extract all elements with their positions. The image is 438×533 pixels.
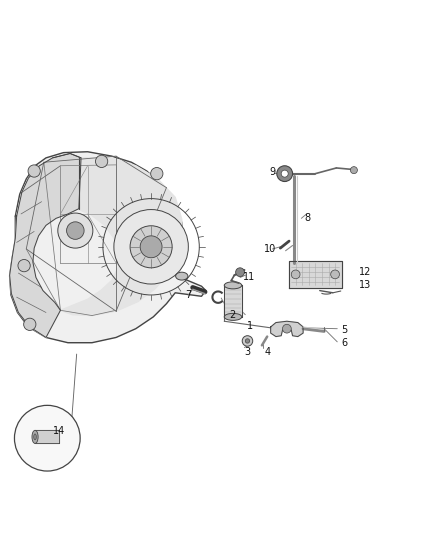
Text: 4: 4 bbox=[264, 347, 270, 357]
Polygon shape bbox=[60, 158, 182, 316]
Circle shape bbox=[236, 268, 244, 277]
Text: 2: 2 bbox=[229, 310, 235, 320]
Text: 13: 13 bbox=[359, 280, 371, 290]
Text: 7: 7 bbox=[185, 290, 191, 300]
Circle shape bbox=[130, 226, 172, 268]
Circle shape bbox=[281, 170, 288, 177]
Ellipse shape bbox=[32, 430, 38, 443]
Circle shape bbox=[245, 339, 250, 343]
Circle shape bbox=[151, 167, 163, 180]
Circle shape bbox=[277, 166, 293, 182]
Polygon shape bbox=[10, 154, 81, 337]
Circle shape bbox=[291, 270, 300, 279]
Ellipse shape bbox=[176, 272, 188, 280]
Polygon shape bbox=[289, 261, 342, 287]
Circle shape bbox=[14, 405, 80, 471]
Text: 11: 11 bbox=[243, 272, 255, 282]
Text: 10: 10 bbox=[264, 244, 276, 254]
Polygon shape bbox=[271, 321, 303, 336]
Circle shape bbox=[67, 222, 84, 239]
Circle shape bbox=[24, 318, 36, 330]
Ellipse shape bbox=[34, 434, 36, 440]
Text: 3: 3 bbox=[244, 347, 251, 357]
Text: 12: 12 bbox=[359, 266, 371, 277]
Text: 8: 8 bbox=[304, 213, 311, 223]
Circle shape bbox=[18, 260, 30, 272]
Text: 5: 5 bbox=[342, 325, 348, 335]
Text: 9: 9 bbox=[270, 167, 276, 177]
Circle shape bbox=[242, 336, 253, 346]
Circle shape bbox=[140, 236, 162, 258]
Polygon shape bbox=[224, 285, 242, 317]
Circle shape bbox=[283, 324, 291, 333]
Ellipse shape bbox=[224, 282, 242, 289]
Text: 1: 1 bbox=[247, 321, 253, 330]
Polygon shape bbox=[10, 152, 206, 343]
Circle shape bbox=[350, 167, 357, 174]
Text: 14: 14 bbox=[53, 426, 65, 436]
Circle shape bbox=[114, 209, 188, 284]
Polygon shape bbox=[35, 430, 59, 443]
Text: 6: 6 bbox=[342, 338, 348, 348]
Circle shape bbox=[331, 270, 339, 279]
Circle shape bbox=[28, 165, 40, 177]
Circle shape bbox=[58, 213, 93, 248]
Ellipse shape bbox=[224, 313, 242, 320]
Circle shape bbox=[95, 155, 108, 167]
